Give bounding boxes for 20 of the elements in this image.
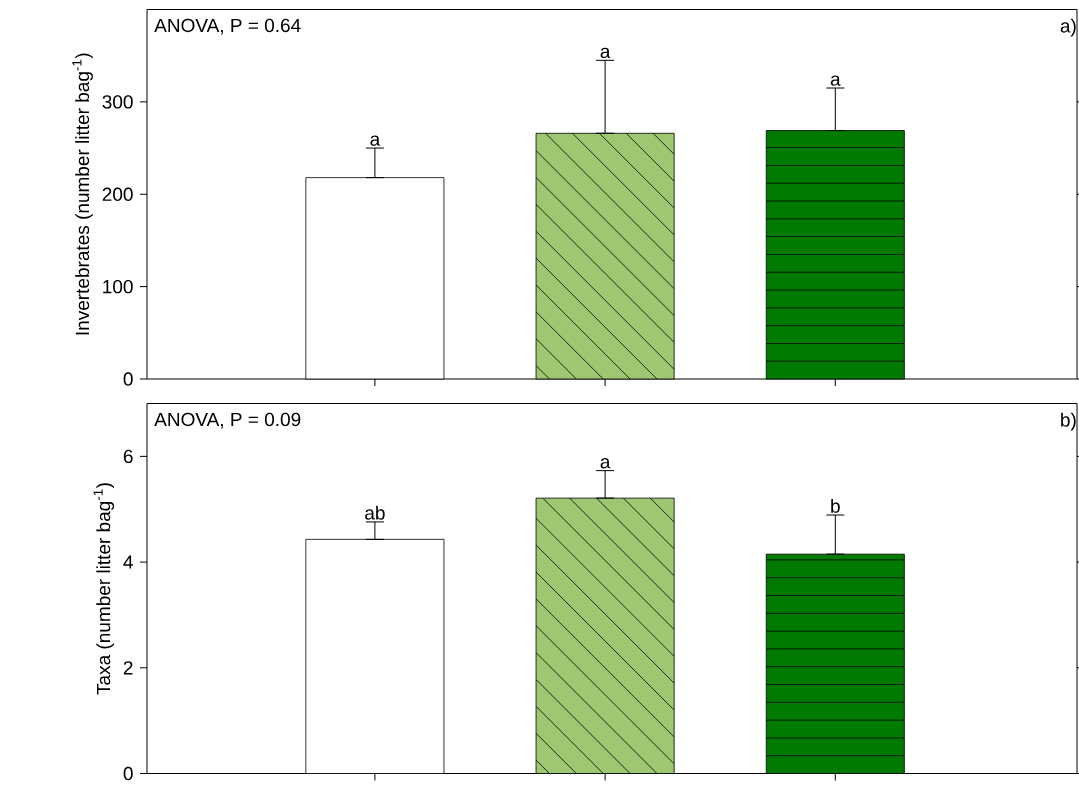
y-tick-label: 2 xyxy=(123,661,133,675)
annotation: ANOVA, P = 0.09 xyxy=(154,412,301,429)
annotation: ANOVA, P = 0.64 xyxy=(154,18,301,35)
annotation: a xyxy=(600,458,611,469)
y-tick-label: 300 xyxy=(102,95,133,109)
annotation: b xyxy=(831,498,840,513)
y-axis-title: Taxa (number litter bag$^{-1}$) xyxy=(93,483,115,695)
y-axis-title: Invertebrates (number litter bag$^{-1}$) xyxy=(72,53,93,335)
y-tick-label: 0 xyxy=(123,766,133,781)
annotation: a xyxy=(830,75,841,86)
y-tick-label: 100 xyxy=(103,279,133,294)
annotation: a xyxy=(600,47,611,59)
annotation: b) xyxy=(1061,412,1076,431)
annotation: a) xyxy=(1060,18,1076,37)
y-tick-label: 0 xyxy=(123,372,133,386)
y-tick-label: 200 xyxy=(102,187,133,201)
y-tick-label: 6 xyxy=(123,449,133,464)
y-tick-label: 4 xyxy=(123,555,133,569)
annotation: a xyxy=(370,135,381,146)
annotation: ab xyxy=(365,505,385,520)
